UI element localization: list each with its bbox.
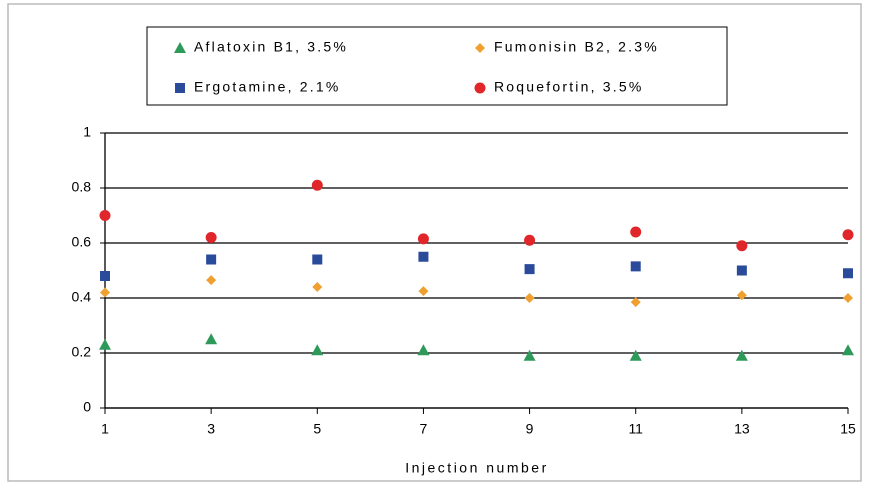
marker (206, 275, 217, 286)
marker (842, 229, 854, 241)
legend-marker (475, 43, 485, 53)
y-tick-label: 0.2 (72, 344, 92, 360)
y-tick-label: 0.8 (72, 179, 92, 195)
marker (312, 254, 323, 265)
marker (99, 338, 111, 350)
marker (205, 333, 218, 345)
x-tick-label: 9 (526, 421, 534, 437)
y-tick-label: 0 (83, 399, 91, 415)
marker (735, 349, 748, 361)
x-axis-title: Injection number (405, 460, 549, 476)
legend-marker (474, 82, 486, 94)
y-tick-label: 0.4 (72, 289, 92, 305)
marker (736, 265, 747, 276)
marker (100, 287, 110, 298)
marker (206, 254, 217, 265)
marker (630, 261, 641, 272)
legend-box (146, 26, 728, 106)
marker (630, 297, 641, 308)
marker (630, 226, 642, 238)
marker (417, 344, 430, 356)
x-tick-label: 5 (313, 421, 321, 437)
legend-marker (174, 42, 186, 53)
x-tick-label: 1 (101, 421, 109, 437)
marker (100, 271, 110, 281)
x-tick-label: 11 (628, 421, 643, 437)
y-tick-label: 1 (83, 124, 91, 140)
marker (629, 349, 642, 361)
marker (418, 286, 429, 297)
x-tick-label: 15 (840, 421, 856, 437)
legend-label: Aflatoxin B1, 3.5% (194, 39, 348, 55)
x-tick-label: 13 (734, 421, 750, 437)
marker (524, 264, 535, 275)
marker (417, 233, 429, 245)
marker (311, 344, 324, 356)
marker (843, 268, 853, 279)
marker (205, 232, 217, 243)
y-tick-label: 0.6 (72, 234, 92, 250)
marker (524, 293, 535, 303)
legend-label: Ergotamine, 2.1% (194, 79, 340, 95)
marker (312, 282, 323, 292)
legend-label: Roquefortin, 3.5% (494, 79, 643, 95)
marker (736, 290, 747, 301)
x-tick-label: 7 (420, 421, 428, 437)
marker (736, 240, 748, 252)
marker (418, 251, 429, 262)
marker (99, 210, 111, 221)
marker (523, 349, 536, 361)
marker (843, 293, 853, 303)
legend-marker (175, 83, 185, 93)
marker (524, 234, 536, 246)
legend-label: Fumonisin B2, 2.3% (494, 39, 659, 55)
marker (311, 179, 323, 191)
marker (842, 344, 854, 356)
x-tick-label: 3 (207, 421, 215, 437)
